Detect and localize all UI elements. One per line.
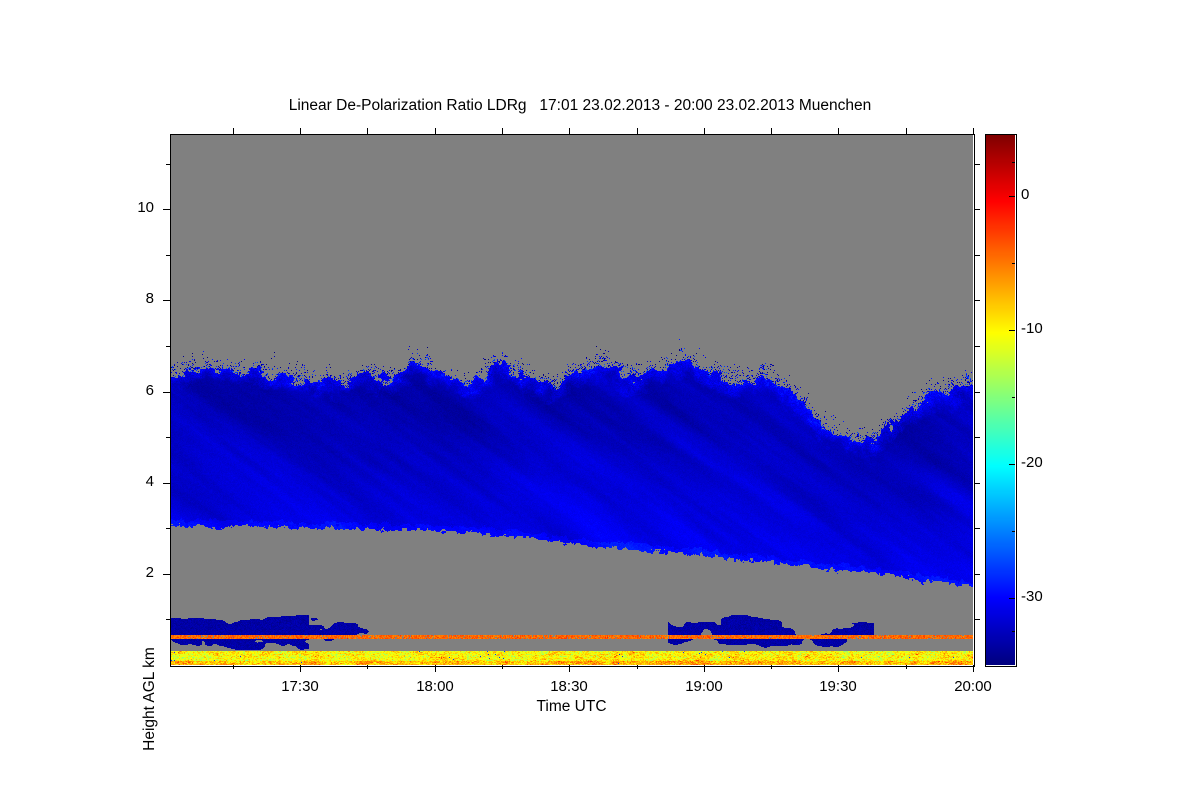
colorbar-tick-label: -10: [1021, 320, 1043, 337]
x-axis-tick: [569, 665, 570, 672]
colorbar-label-wrap: LDRg dB: [980, 340, 1160, 460]
heatmap-canvas: [170, 134, 973, 665]
x-axis-tick-label: 19:30: [819, 678, 857, 695]
x-axis-top-tick: [973, 128, 974, 134]
colorbar-tick: [1009, 464, 1015, 465]
y-axis-tick-label: 10: [137, 199, 154, 216]
colorbar-tick-label: 0: [1021, 186, 1030, 203]
y-axis-right-tick: [974, 437, 980, 438]
x-axis-minor-tick: [502, 665, 503, 669]
y-axis-right-tick: [974, 483, 980, 484]
y-axis-tick: [163, 300, 170, 301]
colorbar-minor-tick: [1012, 531, 1015, 532]
x-axis-minor-tick: [906, 665, 907, 669]
x-axis-minor-tick: [637, 665, 638, 669]
y-axis-right-tick: [974, 574, 980, 575]
y-axis-tick: [163, 483, 170, 484]
colorbar-minor-tick: [1012, 397, 1015, 398]
x-axis-tick: [435, 665, 436, 672]
x-axis-top-tick: [569, 128, 570, 134]
y-axis-right-tick: [974, 392, 980, 393]
y-axis-minor-tick: [166, 619, 170, 620]
plot-area: [170, 134, 975, 667]
y-axis-right-tick: [974, 346, 980, 347]
y-axis-tick: [163, 209, 170, 210]
x-axis-top-tick: [367, 128, 368, 134]
x-axis-tick-label: 20:00: [954, 678, 992, 695]
x-axis-top-tick: [502, 128, 503, 134]
y-axis-tick-label: 6: [145, 382, 154, 399]
x-axis-tick-label: 18:00: [416, 678, 454, 695]
colorbar-tick-label: -20: [1021, 454, 1043, 471]
x-axis-tick: [704, 665, 705, 672]
colorbar-tick: [1009, 330, 1015, 331]
x-axis-top-tick: [435, 128, 436, 134]
x-axis-top-tick: [838, 128, 839, 134]
colorbar-minor-tick: [1012, 162, 1015, 163]
y-axis-minor-tick: [166, 346, 170, 347]
y-axis-right-tick: [974, 209, 980, 210]
y-axis-tick: [163, 574, 170, 575]
x-axis-tick: [973, 665, 974, 672]
x-axis-tick: [300, 665, 301, 672]
y-axis-tick: [163, 392, 170, 393]
y-axis-minor-tick: [166, 255, 170, 256]
y-axis-right-tick: [974, 528, 980, 529]
x-axis-top-tick: [771, 128, 772, 134]
x-axis-top-tick: [906, 128, 907, 134]
x-axis-top-tick: [637, 128, 638, 134]
colorbar-tick: [1009, 598, 1015, 599]
colorbar-tick: [1009, 196, 1015, 197]
colorbar-canvas: [985, 134, 1015, 665]
y-axis-minor-tick: [166, 528, 170, 529]
x-axis-tick-label: 17:30: [281, 678, 319, 695]
colorbar-minor-tick: [1012, 631, 1015, 632]
x-axis-minor-tick: [771, 665, 772, 669]
x-axis-label: Time UTC: [536, 698, 607, 715]
plot-title: Linear De-Polarization Ratio LDRg 17:01 …: [288, 97, 872, 114]
y-axis-minor-tick: [166, 164, 170, 165]
y-axis-label: Height AGL km: [141, 647, 158, 751]
y-axis-label-wrap: Height AGL km: [95, 330, 215, 751]
colorbar-tick-label: -30: [1021, 588, 1043, 605]
x-axis-tick-label: 19:00: [685, 678, 723, 695]
x-axis-tick: [838, 665, 839, 672]
x-axis-top-tick: [704, 128, 705, 134]
y-axis-tick-label: 2: [145, 564, 154, 581]
y-axis-minor-tick: [166, 437, 170, 438]
y-axis-right-tick: [974, 255, 980, 256]
x-axis-top-tick: [300, 128, 301, 134]
y-axis-right-tick: [974, 164, 980, 165]
y-axis-right-tick: [974, 300, 980, 301]
x-axis-minor-tick: [233, 665, 234, 669]
y-axis-tick-label: 4: [145, 473, 154, 490]
colorbar-minor-tick: [1012, 263, 1015, 264]
y-axis-tick-label: 8: [145, 290, 154, 307]
x-axis-top-tick: [233, 128, 234, 134]
y-axis-right-tick: [974, 619, 980, 620]
x-axis-minor-tick: [367, 665, 368, 669]
x-axis-tick-label: 18:30: [550, 678, 588, 695]
